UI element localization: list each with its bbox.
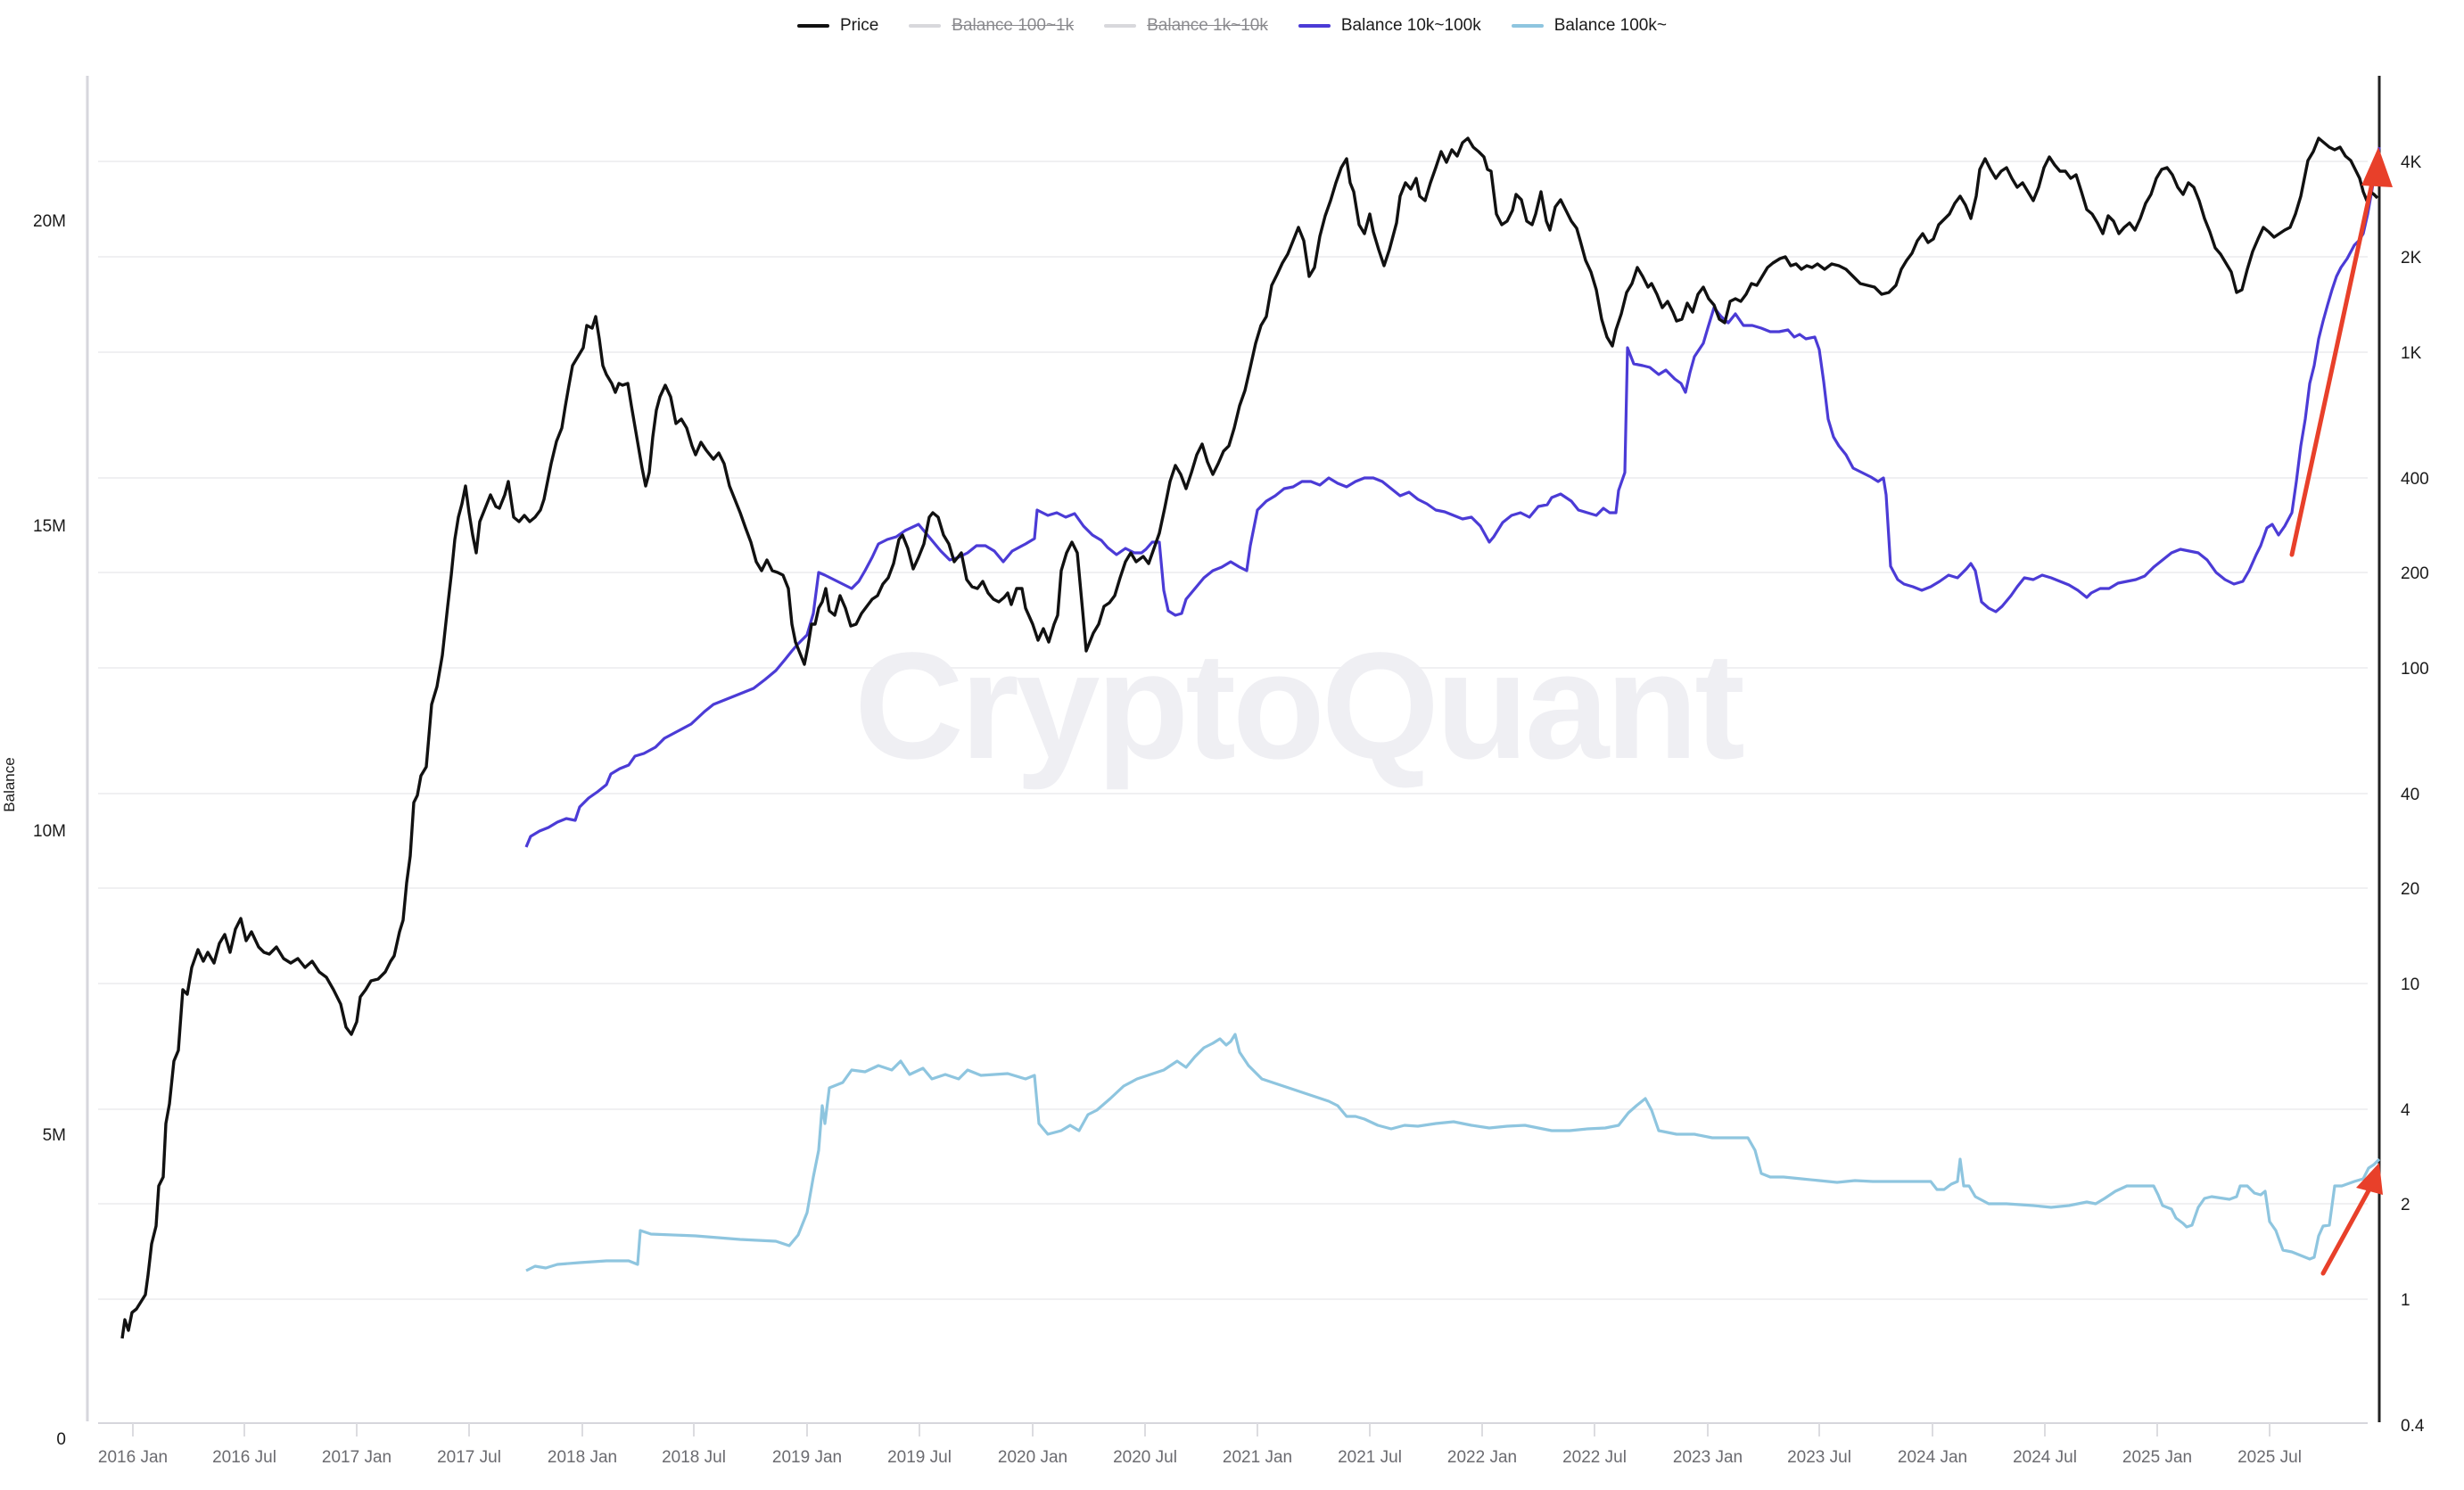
x-tick-label: 2022 Jul [1562,1448,1627,1467]
right-tick: 2 [2401,1196,2410,1214]
left-tick-10m: 10M [33,822,66,841]
right-tick: 200 [2401,564,2429,583]
right-tick: 0.4 [2401,1417,2425,1436]
right-tick: 1K [2401,344,2422,363]
right-tick: 1 [2401,1291,2410,1310]
legend-item-balance-100k[interactable]: Balance 100k~ [1511,16,1667,36]
series-balance-10k-100k-line [524,146,2381,848]
chart-legend: Price Balance 100~1k Balance 1k~10k Bala… [0,16,2464,36]
x-tick-label: 2022 Jan [1447,1448,1517,1467]
x-tick-label: 2018 Jan [548,1448,617,1467]
x-tick-label: 2017 Jan [322,1448,391,1467]
legend-swatch-balance-1k-10k [1104,24,1137,28]
x-axis-labels: 2016 Jan 2016 Jul 2017 Jan 2017 Jul 2018… [98,1448,2302,1467]
legend-item-balance-1k-10k[interactable]: Balance 1k~10k [1104,16,1268,36]
left-axis-label: Balance [1,757,18,811]
annotation-arrow-balance-10k-100k [2289,147,2393,557]
legend-swatch-balance-100k [1511,24,1544,28]
x-tick-label: 2023 Jul [1787,1448,1851,1467]
x-tick-label: 2018 Jul [662,1448,726,1467]
left-tick-20m: 20M [33,212,66,231]
legend-swatch-balance-100-1k [909,24,942,28]
x-tick-label: 2024 Jul [2013,1448,2077,1467]
x-tick-label: 2019 Jul [887,1448,952,1467]
x-tick-label: 2020 Jan [998,1448,1067,1467]
series-price-line [120,136,2379,1339]
watermark: CryptoQuant [854,622,1743,791]
annotation-arrow-balance-100k [2320,1163,2383,1276]
x-tick-label: 2023 Jan [1673,1448,1743,1467]
left-tick-5m: 5M [43,1126,66,1145]
legend-label: Balance 1k~10k [1147,16,1268,35]
legend-label: Balance 100~1k [952,16,1075,35]
legend-swatch-balance-10k-100k [1298,24,1331,28]
legend-item-price[interactable]: Price [797,16,878,36]
legend-label: Balance 100k~ [1553,16,1667,35]
x-tick-label: 2025 Jan [2122,1448,2192,1467]
legend-swatch-price [797,24,829,28]
right-tick: 400 [2401,470,2429,489]
legend-item-balance-10k-100k[interactable]: Balance 10k~100k [1298,16,1481,36]
right-axis-ticks: 4K 2K 1K 400 200 100 40 20 10 4 2 1 0.4 [2401,153,2429,1436]
legend-item-balance-100-1k[interactable]: Balance 100~1k [909,16,1074,36]
x-axis-ticks [132,1423,2270,1436]
x-tick-label: 2021 Jul [1338,1448,1402,1467]
series-balance-100k-line [525,1033,2381,1272]
x-tick-label: 2016 Jan [98,1448,168,1467]
x-tick-label: 2024 Jan [1898,1448,1967,1467]
right-tick: 40 [2401,786,2419,804]
x-tick-label: 2025 Jul [2237,1448,2302,1467]
x-tick-label: 2019 Jan [772,1448,842,1467]
x-tick-label: 2020 Jul [1113,1448,1177,1467]
legend-label: Balance 10k~100k [1340,16,1481,35]
right-tick: 4 [2401,1101,2410,1120]
x-tick-label: 2021 Jan [1223,1448,1292,1467]
left-tick-0: 0 [56,1430,66,1449]
left-tick-15m: 15M [33,517,66,536]
right-tick: 20 [2401,880,2419,899]
gridlines [98,161,2368,1300]
x-tick-label: 2016 Jul [212,1448,276,1467]
legend-label: Price [840,16,879,35]
right-tick: 4K [2401,153,2422,172]
right-tick: 100 [2401,660,2429,679]
right-tick: 10 [2401,975,2419,994]
x-tick-label: 2017 Jul [437,1448,501,1467]
right-tick: 2K [2401,249,2422,268]
